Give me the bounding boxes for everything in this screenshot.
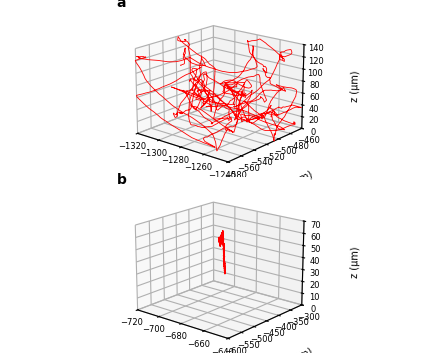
- Y-axis label: y (μm): y (μm): [280, 170, 313, 192]
- Text: b: b: [117, 173, 127, 187]
- X-axis label: x (μm): x (μm): [138, 176, 171, 196]
- Text: a: a: [117, 0, 126, 10]
- Y-axis label: y (μm): y (μm): [280, 346, 313, 353]
